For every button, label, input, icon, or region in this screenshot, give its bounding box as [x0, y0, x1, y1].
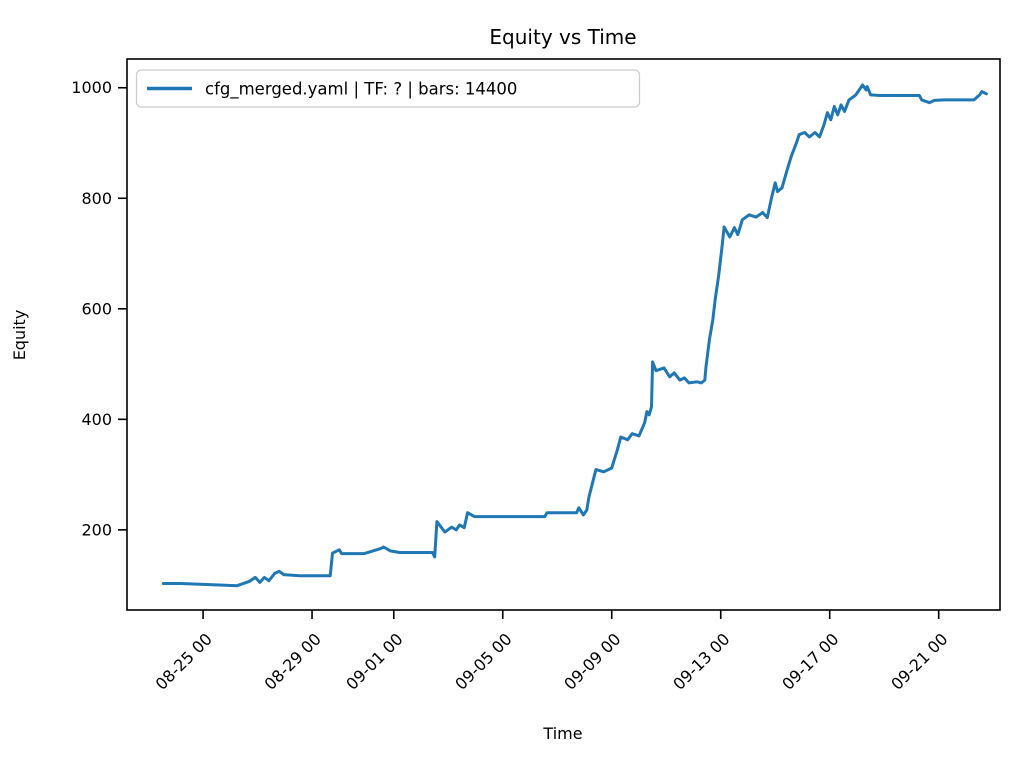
- y-tick-label: 800: [81, 189, 112, 208]
- legend: cfg_merged.yaml | TF: ? | bars: 14400: [135, 69, 641, 108]
- y-tick-label: 600: [81, 299, 112, 318]
- plot-area: [126, 58, 1001, 611]
- legend-box: [135, 69, 641, 108]
- x-axis-ticks: 08-25 00 08-29 00 09-01 00 09-05 00 09-09 00…: [152, 610, 952, 694]
- y-axis-label: Equity: [10, 310, 29, 361]
- y-axis-ticks: 200 400 600 800 1000: [71, 78, 127, 539]
- x-tick-label: 09-13 00: [669, 629, 733, 693]
- chart-title: Equity vs Time: [489, 25, 636, 49]
- x-tick-label: 09-17 00: [778, 629, 842, 693]
- y-tick-label: 400: [81, 410, 112, 429]
- x-tick-label: 08-25 00: [152, 629, 216, 693]
- x-tick-label: 09-05 00: [451, 629, 515, 693]
- series-group: [161, 83, 988, 588]
- y-tick-label: 200: [81, 520, 112, 539]
- equity-line: [161, 83, 988, 588]
- x-tick-label: 09-01 00: [342, 629, 406, 693]
- x-axis-label: Time: [542, 724, 582, 743]
- x-tick-label: 09-09 00: [560, 629, 624, 693]
- x-tick-label: 09-21 00: [887, 629, 951, 693]
- x-tick-label: 08-29 00: [261, 629, 325, 693]
- y-tick-label: 1000: [71, 78, 112, 97]
- legend-entry-label: cfg_merged.yaml | TF: ? | bars: 14400: [205, 80, 517, 100]
